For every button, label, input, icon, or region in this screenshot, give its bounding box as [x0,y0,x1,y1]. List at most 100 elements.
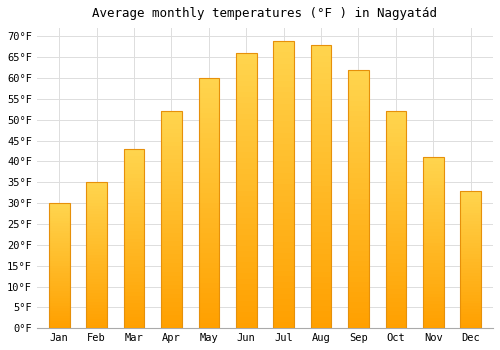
Bar [49,268,70,271]
Bar [86,267,107,270]
Bar [348,153,368,158]
Bar [386,241,406,246]
Bar [198,223,219,228]
Bar [86,273,107,276]
Bar [460,276,481,279]
Bar [198,288,219,293]
Bar [49,278,70,281]
Bar [348,147,368,153]
Bar [460,232,481,234]
Bar [460,306,481,309]
Bar [161,189,182,194]
Bar [386,311,406,315]
Bar [49,288,70,291]
Bar [161,294,182,298]
Bar [86,246,107,250]
Bar [86,320,107,322]
Bar [423,191,444,195]
Bar [310,187,332,192]
Bar [124,224,144,228]
Bar [423,273,444,277]
Bar [423,260,444,263]
Bar [386,159,406,163]
Bar [348,127,368,132]
Bar [161,142,182,146]
Bar [310,254,332,260]
Bar [198,268,219,273]
Bar [386,181,406,185]
Bar [310,90,332,96]
Bar [236,152,256,158]
Bar [198,93,219,98]
Bar [460,215,481,218]
Bar [423,164,444,168]
Bar [161,285,182,289]
Bar [124,282,144,285]
Bar [310,124,332,130]
Bar [348,251,368,256]
Bar [49,256,70,258]
Bar [386,267,406,272]
Bar [274,213,294,219]
Bar [124,303,144,307]
Bar [274,127,294,133]
Bar [460,199,481,202]
Bar [310,243,332,249]
Bar [460,257,481,259]
Bar [161,202,182,207]
Bar [161,220,182,224]
Bar [386,229,406,233]
Bar [310,209,332,215]
Bar [49,233,70,236]
Bar [460,207,481,210]
Bar [386,254,406,259]
Bar [274,98,294,104]
Bar [124,185,144,188]
Bar [86,182,107,328]
Bar [124,153,144,156]
Bar [386,194,406,198]
Bar [386,202,406,207]
Bar [161,233,182,237]
Bar [198,293,219,298]
Bar [348,183,368,189]
Bar [86,203,107,206]
Bar [49,251,70,253]
Bar [348,158,368,163]
Bar [198,313,219,318]
Bar [124,267,144,271]
Bar [161,311,182,315]
Bar [310,50,332,56]
Bar [460,284,481,287]
Bar [348,282,368,287]
Bar [124,296,144,300]
Bar [198,78,219,83]
Bar [198,273,219,278]
Bar [86,241,107,244]
Bar [386,189,406,194]
Bar [198,128,219,133]
Bar [386,246,406,250]
Bar [348,256,368,261]
Bar [460,221,481,224]
Bar [310,107,332,113]
Bar [310,158,332,164]
Bar [386,168,406,172]
Bar [348,225,368,230]
Bar [274,52,294,58]
Bar [423,294,444,298]
Bar [124,264,144,267]
Bar [423,212,444,215]
Bar [423,325,444,328]
Bar [236,92,256,97]
Bar [274,236,294,242]
Bar [86,215,107,217]
Bar [161,250,182,254]
Bar [236,125,256,130]
Bar [460,262,481,265]
Bar [124,292,144,296]
Bar [124,220,144,224]
Bar [310,135,332,141]
Bar [236,257,256,262]
Bar [386,111,406,116]
